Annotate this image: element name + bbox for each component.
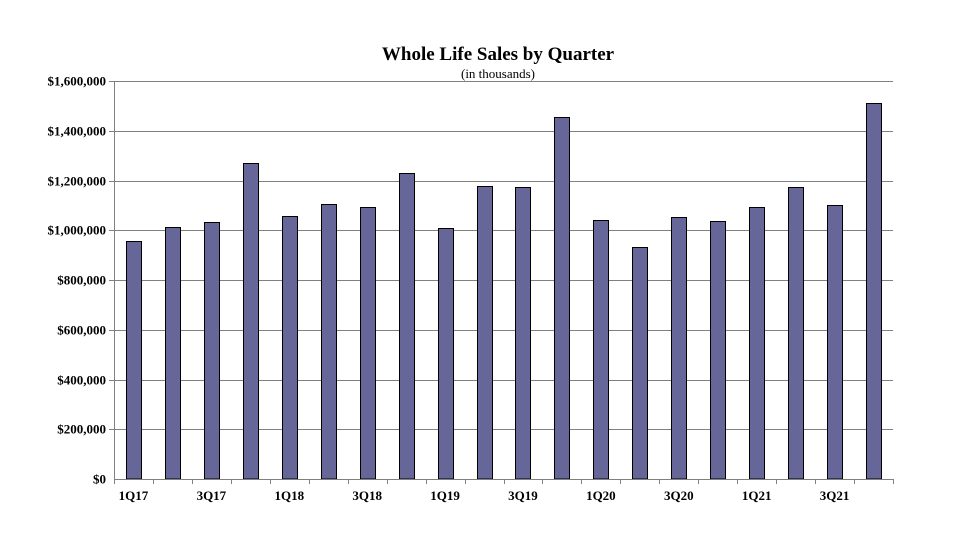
x-tick-label: 3Q21 bbox=[820, 488, 850, 503]
bar-2Q17 bbox=[165, 227, 181, 480]
axes bbox=[109, 81, 894, 484]
y-tick-label: $200,000 bbox=[57, 422, 106, 437]
x-tick-label: 1Q19 bbox=[430, 488, 460, 503]
bar-1Q20 bbox=[593, 220, 609, 480]
x-tick-label: 1Q21 bbox=[742, 488, 772, 503]
bar-1Q21 bbox=[749, 207, 765, 480]
y-tick-label: $1,400,000 bbox=[48, 124, 107, 139]
bar-1Q17 bbox=[126, 241, 142, 480]
y-tick-label: $1,200,000 bbox=[48, 174, 107, 189]
y-tick-label: $800,000 bbox=[57, 273, 106, 288]
y-tick-label: $1,600,000 bbox=[48, 74, 107, 89]
x-tick-label: 1Q17 bbox=[119, 488, 149, 503]
bar-3Q18 bbox=[360, 207, 376, 480]
bar-3Q17 bbox=[204, 222, 220, 480]
bar-3Q20 bbox=[671, 217, 687, 480]
x-tick-label: 3Q18 bbox=[352, 488, 382, 503]
x-tick-label: 3Q17 bbox=[197, 488, 227, 503]
bar-2Q20 bbox=[632, 247, 648, 480]
bars bbox=[126, 103, 882, 480]
bar-3Q19 bbox=[515, 187, 531, 480]
x-tick-label: 3Q19 bbox=[508, 488, 538, 503]
y-tick-label: $0 bbox=[93, 472, 106, 487]
y-tick-label: $400,000 bbox=[57, 373, 106, 388]
gridlines bbox=[114, 81, 893, 430]
x-axis-tick-labels: 1Q17 3Q17 1Q18 3Q18 1Q19 3Q19 1Q20 3Q20 1Q21 3Q21 bbox=[119, 488, 850, 503]
bar-4Q21 bbox=[866, 103, 882, 480]
bar-2Q21 bbox=[788, 187, 804, 480]
bar-2Q18 bbox=[321, 204, 337, 480]
chart-title: Whole Life Sales by Quarter bbox=[382, 44, 615, 65]
x-tick-label: 1Q20 bbox=[586, 488, 616, 503]
x-tick-label: 3Q20 bbox=[664, 488, 694, 503]
y-axis-tick-labels: $0 $200,000 $400,000 $600,000 $800,000 $1,000… bbox=[48, 74, 107, 487]
bar-4Q17 bbox=[243, 163, 259, 480]
x-tick-label: 1Q18 bbox=[274, 488, 304, 503]
bar-2Q19 bbox=[477, 186, 493, 480]
bar-4Q18 bbox=[399, 173, 415, 480]
bar-3Q21 bbox=[827, 205, 843, 480]
y-tick-label: $1,000,000 bbox=[48, 223, 107, 238]
chart-subtitle: (in thousands) bbox=[461, 66, 535, 81]
bar-1Q19 bbox=[438, 228, 454, 480]
bar-4Q20 bbox=[710, 221, 726, 480]
y-tick-label: $600,000 bbox=[57, 323, 106, 338]
bar-1Q18 bbox=[282, 216, 298, 480]
bar-4Q19 bbox=[554, 117, 570, 480]
